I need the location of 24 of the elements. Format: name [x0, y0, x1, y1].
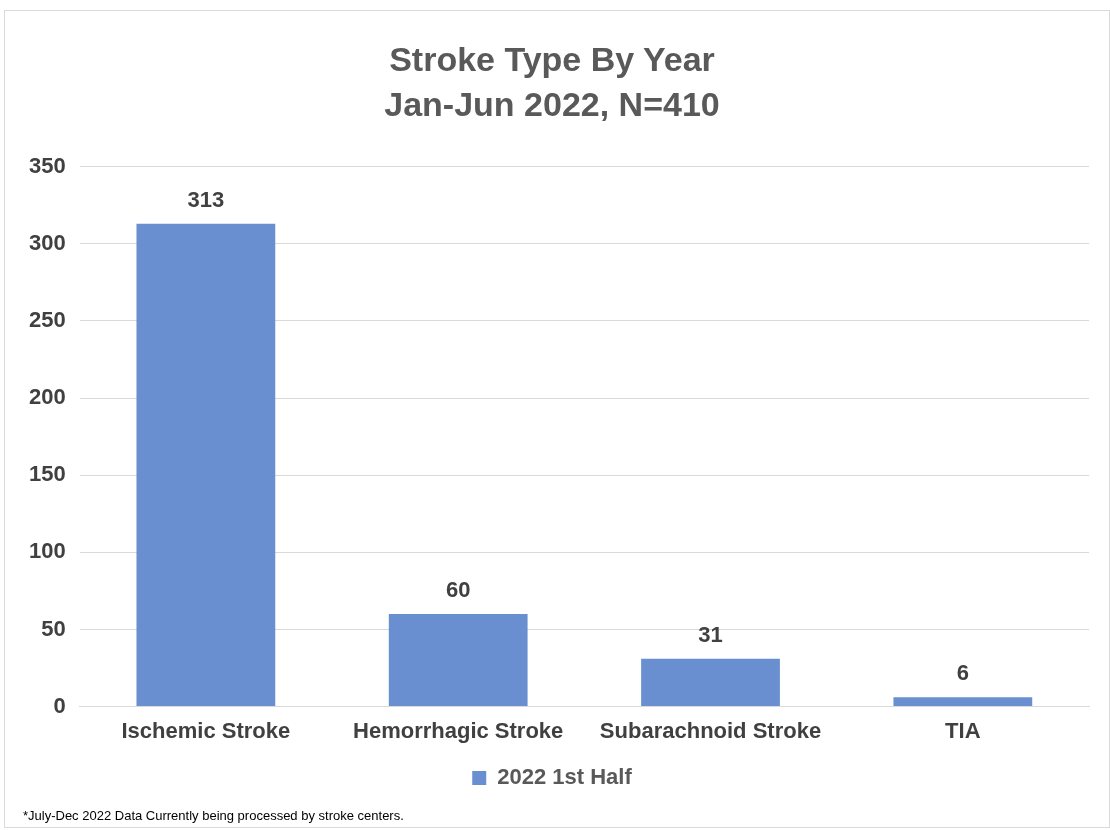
bar — [893, 697, 1033, 707]
x-tick-label: Ischemic Stroke — [121, 717, 291, 743]
legend-label: 2022 1st Half — [497, 764, 633, 790]
chart-subtitle: Jan-Jun 2022, N=410 — [384, 84, 720, 123]
bar — [136, 223, 276, 707]
y-tick-label: 200 — [28, 384, 66, 410]
data-label: 60 — [445, 577, 471, 603]
y-tick-label: 0 — [53, 692, 66, 718]
chart-title: Stroke Type By Year — [389, 39, 715, 78]
data-label: 31 — [698, 621, 723, 647]
y-tick-label: 250 — [28, 306, 66, 332]
y-tick-label: 300 — [28, 229, 66, 255]
data-label: 6 — [956, 660, 969, 686]
bar — [641, 658, 780, 707]
data-label: 313 — [187, 186, 225, 212]
y-tick-label: 350 — [28, 152, 66, 178]
bar — [388, 614, 528, 707]
y-tick-label: 150 — [28, 461, 66, 487]
x-tick-label: Subarachnoid Stroke — [599, 717, 822, 743]
text: *July-Dec 2022 Data Currently being processed by stroke centers. — [23, 808, 404, 824]
x-tick-label: TIA — [945, 717, 981, 743]
x-tick-label: Hemorrhagic Stroke — [353, 717, 564, 743]
y-tick-label: 50 — [41, 615, 66, 641]
y-tick-label: 100 — [28, 538, 66, 564]
